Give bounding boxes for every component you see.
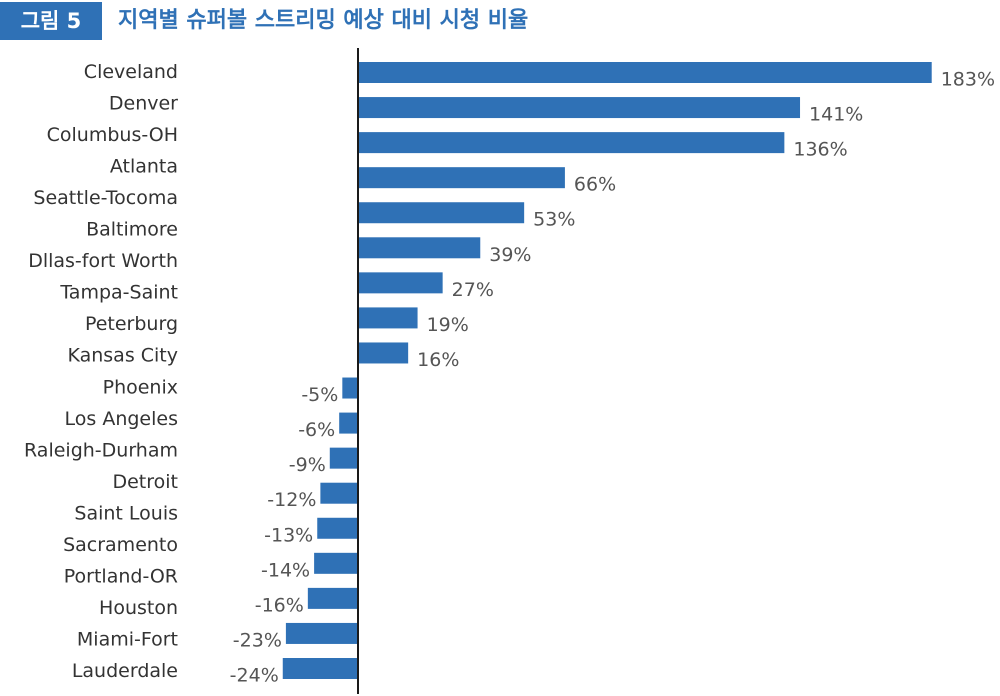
bar [314, 552, 358, 574]
value-label: -6% [298, 419, 335, 441]
category-label: Seattle-Tocoma [33, 187, 178, 209]
bar [307, 587, 358, 609]
bar [358, 97, 801, 119]
category-label: Houston [99, 597, 178, 619]
value-label: -13% [264, 524, 313, 546]
bars [282, 62, 932, 679]
category-label: Lauderdale [72, 660, 178, 682]
value-labels: 183% 141% 136% 66% 53%39% 27% 19% 16% -5% -6% -9% -… [230, 69, 995, 687]
category-label: Tampa-Saint [59, 282, 178, 304]
category-label: Phoenix [103, 376, 178, 398]
category-labels: Cleveland Denver Columbus-OH Atlanta Seattle… [24, 61, 178, 682]
category-label: Baltimore [86, 219, 178, 241]
category-label: Columbus-OH [47, 124, 178, 146]
bar [339, 412, 358, 434]
category-label: Saint Louis [74, 502, 178, 524]
value-label: -24% [230, 665, 279, 687]
category-label: Los Angeles [65, 408, 178, 430]
bar [358, 342, 409, 364]
category-label: Miami-Fort [77, 628, 178, 650]
category-label: Detroit [112, 471, 178, 493]
category-label: Sacramento [63, 534, 178, 556]
value-label: -5% [301, 384, 338, 406]
bar [342, 377, 358, 399]
chart-title: 지역별 슈퍼볼 스트리밍 예상 대비 시청 비율 [118, 8, 529, 33]
bar [358, 307, 418, 329]
bar [358, 167, 565, 189]
bar [358, 132, 785, 154]
bar [329, 447, 358, 469]
bar [320, 482, 358, 504]
bar [285, 622, 358, 644]
value-label: 39% [489, 244, 531, 266]
value-label: 19% [427, 314, 469, 336]
value-label: 16% [417, 349, 459, 371]
category-label: Raleigh-Durham [24, 439, 178, 461]
bar [358, 62, 932, 83]
bar [358, 237, 481, 259]
value-label: -12% [267, 489, 316, 511]
value-label: 53% [533, 209, 575, 231]
chart-header: 그림 5 지역별 슈퍼볼 스트리밍 예상 대비 시청 비율 [0, 0, 1000, 42]
bar [358, 272, 443, 294]
bar [358, 202, 525, 224]
value-label: 136% [793, 139, 847, 161]
value-label: 66% [574, 174, 616, 196]
value-label: 27% [452, 279, 494, 301]
category-label: Dllas-fort Worth [28, 250, 178, 272]
figure-number-badge: 그림 5 [0, 2, 102, 40]
value-label: -9% [289, 454, 326, 476]
value-label: -14% [261, 559, 310, 581]
category-label: Kansas City [67, 345, 178, 367]
bar [282, 658, 358, 679]
category-label: Peterburg [85, 313, 178, 335]
category-label: Atlanta [110, 156, 178, 178]
value-label: -16% [255, 594, 304, 616]
category-label: Denver [109, 93, 178, 115]
value-label: 183% [941, 69, 995, 91]
category-label: Cleveland [84, 61, 178, 83]
category-label: Portland-OR [64, 565, 178, 587]
value-label: -23% [233, 629, 282, 651]
value-label: 141% [809, 104, 863, 126]
bar [317, 517, 358, 539]
